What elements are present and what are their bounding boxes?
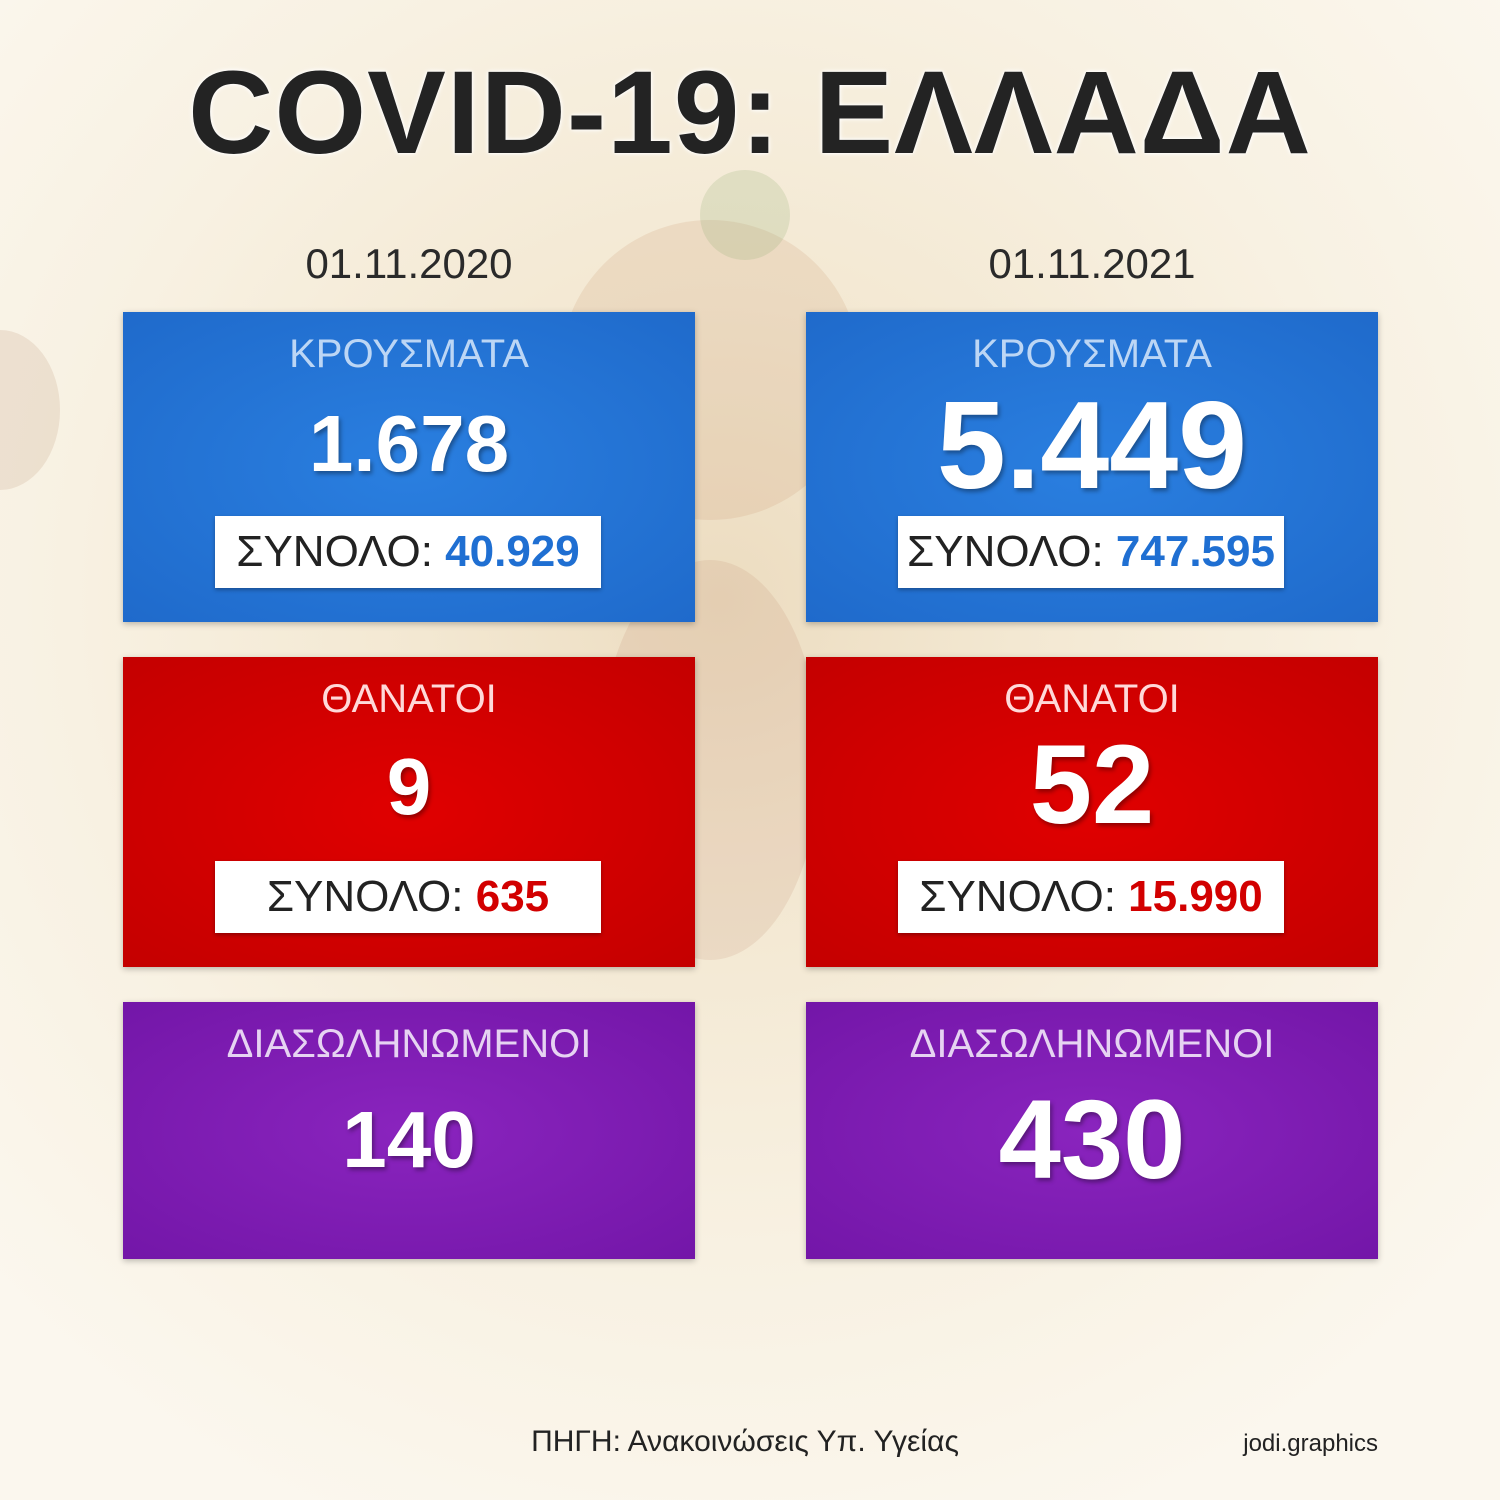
title: COVID-19: ΕΛΛΑΔΑ [188,47,1312,179]
panel-label: ΔΙΑΣΩΛΗΝΩΜΕΝΟΙ [226,1022,592,1066]
total-value: 40.929 [445,527,580,576]
panel-value: 52 [1029,722,1155,847]
total-label: ΣΥΝΟΛΟ: [236,527,433,576]
total-value: 747.595 [1115,527,1275,576]
source: ΠΗΓΗ: Ανακοινώσεις Υπ. Υγείας [400,1425,1090,1459]
panel-label: ΘΑΝΑΤΟΙ [1004,677,1180,721]
total-value: 635 [475,872,550,921]
virus-decoration [700,170,790,260]
panel-value: 1.678 [308,399,510,488]
source-text: Ανακοινώσεις Υπ. Υγείας [627,1425,959,1458]
total-box: ΣΥΝΟΛΟ: 15.990 [898,861,1284,933]
panel-label: ΚΡΟΥΣΜΑΤΑ [972,332,1212,376]
virus-decoration [0,330,60,490]
total-label: ΣΥΝΟΛΟ: [266,872,464,921]
stat-panel: ΔΙΑΣΩΛΗΝΩΜΕΝΟΙ 430 [806,1002,1378,1259]
total-value: 15.990 [1128,872,1263,921]
total-label: ΣΥΝΟΛΟ: [907,527,1104,576]
stat-panel: ΘΑΝΑΤΟΙ 52 ΣΥΝΟΛΟ: 15.990 [806,657,1378,967]
panel-value: 5.449 [936,377,1248,515]
credit: jodi.graphics [1243,1430,1378,1457]
total-label: ΣΥΝΟΛΟ: [919,872,1116,921]
source-label: ΠΗΓΗ: [531,1425,621,1458]
stat-panel: ΚΡΟΥΣΜΑΤΑ 5.449 ΣΥΝΟΛΟ: 747.595 [806,312,1378,622]
total-box: ΣΥΝΟΛΟ: 747.595 [898,516,1284,588]
total-box: ΣΥΝΟΛΟ: 40.929 [215,516,601,588]
panel-value: 9 [386,742,432,831]
stat-panel: ΘΑΝΑΤΟΙ 9 ΣΥΝΟΛΟ: 635 [123,657,695,967]
stat-panel: ΚΡΟΥΣΜΑΤΑ 1.678 ΣΥΝΟΛΟ: 40.929 [123,312,695,622]
panel-value: 140 [342,1095,476,1184]
panel-value: 430 [998,1077,1186,1202]
date: 01.11.2020 [305,240,513,287]
panel-label: ΘΑΝΑΤΟΙ [321,677,497,721]
total-box: ΣΥΝΟΛΟ: 635 [215,861,601,933]
stat-panel: ΔΙΑΣΩΛΗΝΩΜΕΝΟΙ 140 [123,1002,695,1259]
date: 01.11.2021 [988,240,1196,287]
panel-label: ΔΙΑΣΩΛΗΝΩΜΕΝΟΙ [909,1022,1275,1066]
panel-label: ΚΡΟΥΣΜΑΤΑ [289,332,529,376]
